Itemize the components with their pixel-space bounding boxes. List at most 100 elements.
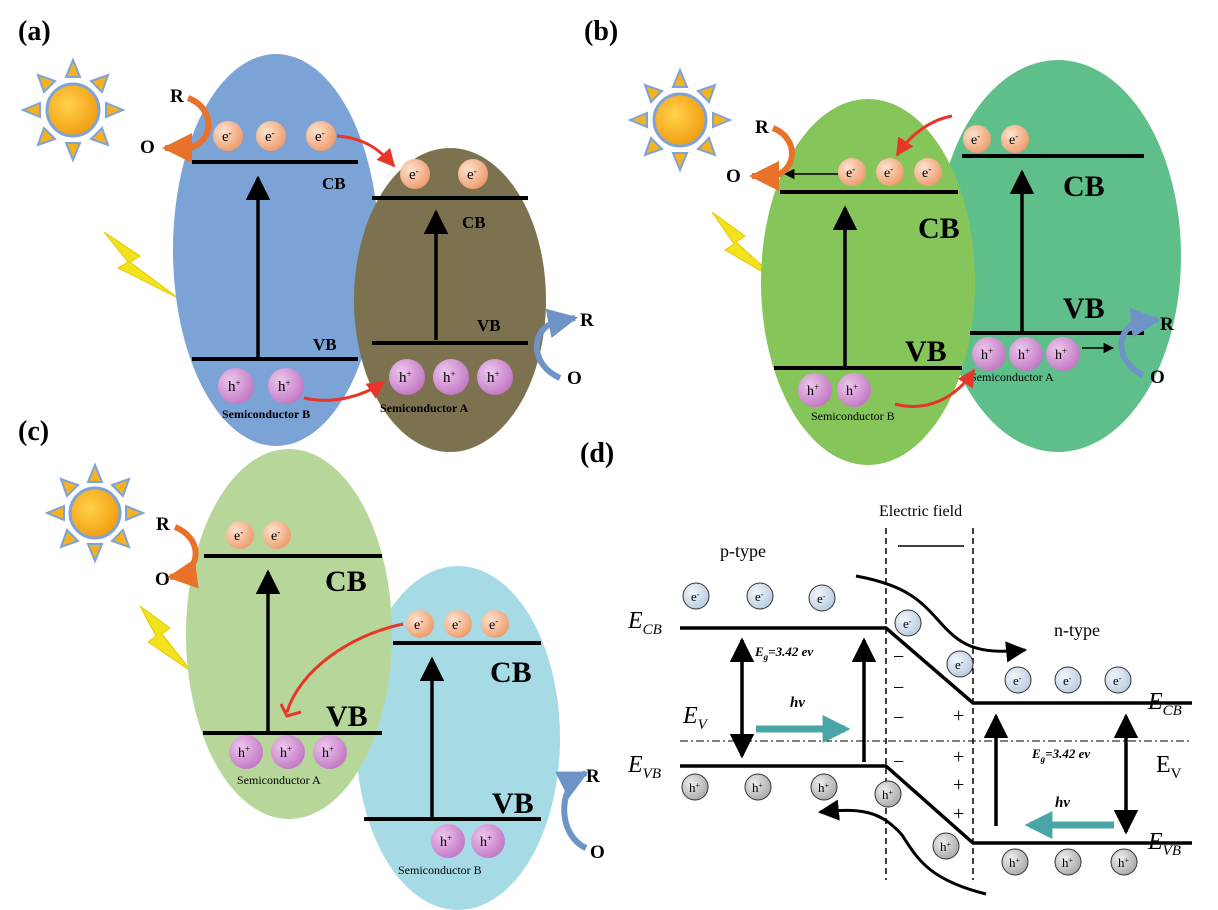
redox-o-bot: O [590,842,605,863]
sun-icon [44,462,146,564]
semiconductor-b-label: Semiconductor B [222,407,310,421]
svg-text:e-: e- [846,164,855,181]
svg-text:+: + [953,746,964,768]
svg-text:h+: h+ [1118,855,1130,870]
vb-label-right: VB [1063,292,1105,325]
electrons-a: e- e- [963,125,1029,153]
svg-text:e-: e- [1013,673,1022,688]
lightning-icon [103,231,179,299]
panel-b: (b) CB VB CB VB e- [584,16,1181,465]
ev-left-label: EV [682,703,709,733]
vb-label-left: VB [326,700,368,733]
vb-label-left: VB [905,335,947,368]
svg-text:h+: h+ [752,780,764,795]
svg-text:e-: e- [234,527,243,544]
svg-text:+: + [953,803,964,825]
cb-label-right: CB [490,656,532,689]
redox-o-bot: O [567,368,582,389]
sun-icon [20,57,126,163]
redox-r-top: R [170,86,184,107]
electrons-d: e- e- e- e- e- e- e- e- [682,582,1132,694]
ecb-right-label: ECB [1147,689,1182,719]
redox-r-bot: R [1160,314,1174,335]
semiconductor-b-ellipse [173,54,379,446]
svg-text:e-: e- [489,616,498,633]
svg-text:+: + [953,774,964,796]
redox-o-top: O [155,569,170,590]
electrons-b: e- e- e- [838,158,942,186]
vb-label-left: VB [313,335,337,354]
svg-text:e-: e- [1113,673,1122,688]
svg-text:e-: e- [315,128,325,145]
svg-text:−: − [893,677,904,699]
semiconductor-a-label: Semiconductor A [970,370,1054,384]
sun-icon [627,67,733,173]
evb-right-label: EVB [1147,829,1181,859]
svg-text:e-: e- [755,589,764,604]
semiconductor-b-label: Semiconductor B [811,409,895,423]
svg-text:h+: h+ [818,780,830,795]
svg-text:e-: e- [971,131,980,148]
semiconductor-a-label: Semiconductor A [237,773,321,787]
redox-o-top: O [140,137,155,158]
vb-label-right: VB [477,316,501,335]
lightning-icon [139,605,193,673]
semiconductor-b-ellipse [356,566,560,910]
svg-text:−: − [893,707,904,729]
svg-text:e-: e- [884,164,893,181]
depletion-charges: − − − − + + + + [893,646,964,825]
holes-a: h+ h+ h+ [229,735,347,769]
panel-c: (c) CB VB CB VB e- [18,416,605,910]
svg-text:h+: h+ [882,787,894,802]
holes-b: h+ h+ [218,368,304,404]
electric-field-label: Electric field [879,503,962,520]
svg-text:e-: e- [1063,673,1072,688]
panel-d: (d) Electric field p-type n-type ECB EVB… [580,438,1192,896]
redox-o-bot: O [1150,367,1165,388]
eg-right-label: Eg=3.42 ev [1031,746,1090,764]
svg-text:−: − [893,751,904,773]
holes-b: h+ h+ [431,824,505,858]
redox-r-bot: R [586,766,600,787]
svg-text:e-: e- [817,591,826,606]
panel-a-label: (a) [18,16,51,47]
semiconductor-b-label: Semiconductor B [398,863,482,877]
holes-a: h+ h+ h+ [389,359,513,395]
p-type-label: p-type [720,541,766,561]
svg-text:e-: e- [467,166,477,183]
redox-r-top: R [755,117,769,138]
svg-text:e-: e- [903,616,912,631]
svg-text:e-: e- [955,657,964,672]
electrons-b: e- e- e- [406,610,509,638]
svg-text:e-: e- [691,589,700,604]
svg-text:e-: e- [1009,131,1018,148]
holes-a: h+ h+ h+ [972,337,1080,371]
vb-label-right: VB [492,787,534,820]
n-type-label: n-type [1054,620,1100,640]
redox-o-top: O [726,166,741,187]
svg-text:h+: h+ [1009,855,1021,870]
holes-b: h+ h+ [798,373,871,407]
holes-d: h+ h+ h+ h+ h+ h+ h+ h+ [681,773,1138,876]
svg-text:e-: e- [222,128,232,145]
cb-label-left: CB [322,174,346,193]
svg-text:e-: e- [452,616,461,633]
svg-text:e-: e- [265,128,275,145]
semiconductor-a-label: Semiconductor A [380,401,468,415]
cb-label-left: CB [325,565,367,598]
eg-left-label: Eg=3.42 ev [754,644,813,662]
svg-text:e-: e- [409,166,419,183]
panel-c-label: (c) [18,416,49,447]
evb-left-label: EVB [627,752,661,782]
svg-text:h+: h+ [689,780,701,795]
panel-b-label: (b) [584,16,618,47]
svg-text:e-: e- [271,527,280,544]
svg-text:−: − [893,646,904,668]
svg-text:e-: e- [922,164,931,181]
svg-text:h+: h+ [1062,855,1074,870]
cb-label-right: CB [1063,170,1105,203]
hv-left-label: hv [790,695,805,711]
cb-label-right: CB [462,213,486,232]
panel-d-label: (d) [580,438,614,469]
